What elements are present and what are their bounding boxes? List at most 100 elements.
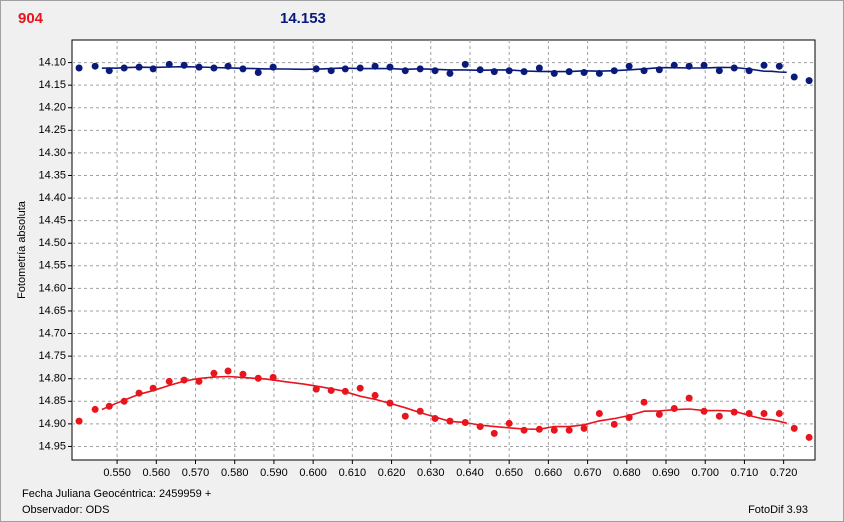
y-tick-label: 14.70	[38, 327, 66, 339]
data-point	[416, 65, 424, 73]
data-point	[730, 408, 738, 416]
data-point	[254, 374, 262, 382]
data-point	[655, 410, 663, 418]
data-point	[149, 384, 157, 392]
data-point	[625, 62, 633, 70]
data-point	[625, 414, 633, 422]
data-point	[805, 77, 813, 85]
x-tick-label: 0.570	[182, 467, 210, 479]
data-point	[239, 65, 247, 73]
data-point	[371, 62, 379, 70]
y-tick-label: 14.55	[38, 260, 66, 272]
trend-line	[101, 375, 787, 431]
data-point	[520, 426, 528, 434]
data-point	[75, 417, 83, 425]
y-tick-label: 14.85	[38, 395, 66, 407]
x-tick-label: 0.670	[574, 467, 602, 479]
data-point	[269, 63, 277, 71]
title-left: 904	[18, 10, 44, 27]
data-point	[535, 64, 543, 72]
data-point	[745, 67, 753, 75]
x-tick-label: 0.640	[456, 467, 484, 479]
data-point	[91, 405, 99, 413]
data-point	[239, 370, 247, 378]
x-tick-label: 0.650	[495, 467, 523, 479]
data-point	[655, 66, 663, 74]
y-tick-label: 14.30	[38, 147, 66, 159]
data-point	[446, 69, 454, 77]
y-axis-label: Fotometría absoluta	[16, 200, 28, 299]
y-tick-label: 14.90	[38, 418, 66, 430]
data-point	[505, 67, 513, 75]
y-tick-label: 14.45	[38, 215, 66, 227]
y-tick-label: 14.60	[38, 282, 66, 294]
footer-date: Fecha Juliana Geocéntrica: 2459959 +	[22, 488, 211, 500]
data-point	[312, 65, 320, 73]
data-point	[210, 369, 218, 377]
data-point	[356, 384, 364, 392]
data-point	[775, 409, 783, 417]
data-point	[505, 419, 513, 427]
data-point	[149, 65, 157, 73]
y-tick-label: 14.95	[38, 440, 66, 452]
y-tick-label: 14.65	[38, 305, 66, 317]
data-point	[805, 433, 813, 441]
x-tick-label: 0.550	[103, 467, 131, 479]
y-tick-label: 14.50	[38, 237, 66, 249]
data-point	[195, 377, 203, 385]
data-point	[461, 419, 469, 427]
data-point	[790, 73, 798, 81]
x-tick-label: 0.700	[691, 467, 719, 479]
x-tick-label: 0.710	[731, 467, 759, 479]
data-point	[135, 63, 143, 71]
data-point	[790, 424, 798, 432]
data-point	[224, 62, 232, 70]
data-point	[269, 373, 277, 381]
x-tick-label: 0.560	[143, 467, 171, 479]
footer-version: FotoDif 3.93	[748, 504, 808, 516]
data-point	[595, 69, 603, 77]
y-tick-label: 14.80	[38, 373, 66, 385]
y-tick-label: 14.35	[38, 169, 66, 181]
data-point	[670, 405, 678, 413]
data-point	[550, 69, 558, 77]
y-tick-label: 14.20	[38, 102, 66, 114]
data-point	[476, 423, 484, 431]
data-point	[730, 64, 738, 72]
footer-observer: Observador: ODS	[22, 504, 109, 516]
data-point	[476, 66, 484, 74]
data-point	[670, 61, 678, 69]
data-point	[565, 68, 573, 76]
data-point	[195, 63, 203, 71]
title-right: 14.153	[280, 10, 326, 27]
x-tick-label: 0.680	[613, 467, 641, 479]
data-point	[312, 385, 320, 393]
y-tick-label: 14.40	[38, 192, 66, 204]
data-point	[535, 425, 543, 433]
data-point	[371, 391, 379, 399]
data-point	[386, 399, 394, 407]
data-point	[715, 412, 723, 420]
data-point	[386, 63, 394, 71]
data-point	[341, 65, 349, 73]
x-tick-label: 0.660	[535, 467, 563, 479]
data-point	[165, 377, 173, 385]
data-point	[461, 60, 469, 68]
y-tick-label: 14.15	[38, 79, 66, 91]
data-point	[565, 426, 573, 434]
data-point	[180, 61, 188, 69]
y-tick-label: 14.25	[38, 124, 66, 136]
data-point	[490, 68, 498, 76]
data-point	[685, 62, 693, 70]
data-point	[640, 67, 648, 75]
data-point	[610, 420, 618, 428]
data-point	[105, 402, 113, 410]
data-point	[91, 62, 99, 70]
y-tick-label: 14.10	[38, 56, 66, 68]
data-point	[75, 64, 83, 72]
x-tick-label: 0.590	[260, 467, 288, 479]
x-tick-label: 0.610	[339, 467, 367, 479]
data-point	[254, 69, 262, 77]
data-point	[490, 429, 498, 437]
x-tick-label: 0.600	[299, 467, 327, 479]
